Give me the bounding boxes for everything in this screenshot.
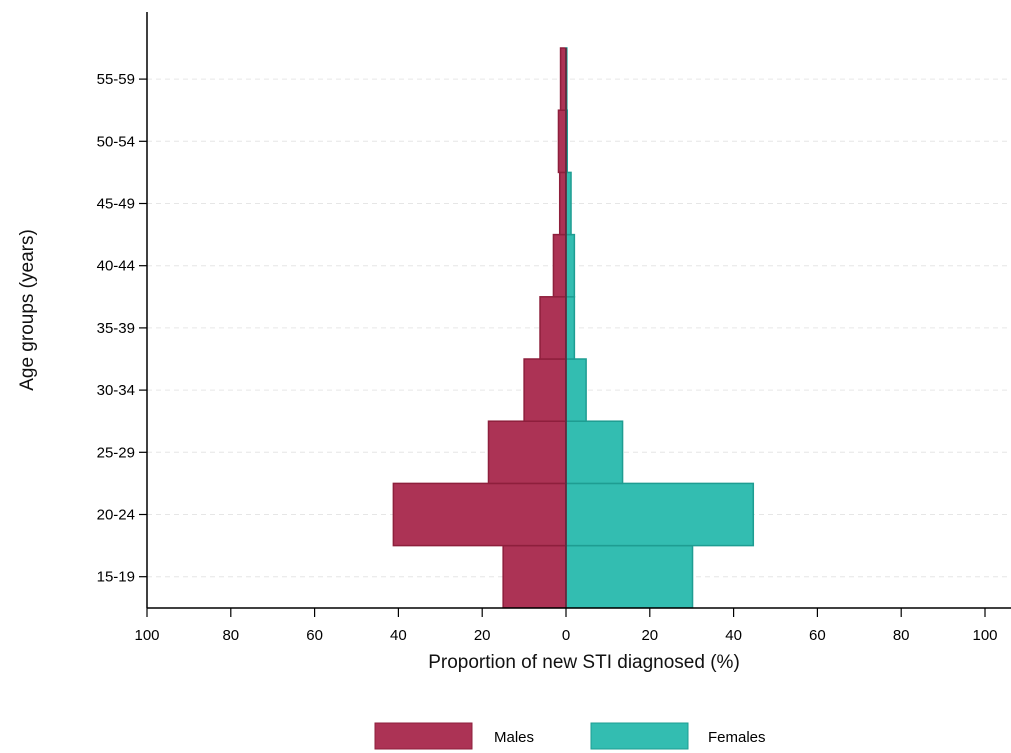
bar-males-20-24 [392,482,567,547]
x-tick-label: 40 [390,627,407,644]
axes [146,12,1011,609]
y-tick-label: 45-49 [97,196,135,213]
bar-males-15-19 [502,544,567,609]
legend: Males Females [374,722,766,750]
y-tick-label: 40-44 [97,258,135,275]
bar-males-45-49 [558,171,567,236]
x-tick-label: 0 [562,627,570,644]
x-tick-label: 20 [474,627,491,644]
bar-females-40-44 [565,233,576,298]
x-tick-label: 80 [222,627,239,644]
bar-females-30-34 [565,358,587,422]
bar-males-50-54 [557,109,567,174]
x-axis-title: Proportion of new STI diagnosed (%) [428,652,740,673]
bar-males-35-39 [539,296,567,360]
x-ticks: 100 80 60 40 20 0 20 40 60 80 100 [134,608,998,644]
bar-males-25-29 [487,420,567,485]
y-tick-label: 35-39 [97,320,135,337]
legend-label-females: Females [708,729,766,746]
y-tick-label: 55-59 [97,71,135,88]
bar-males-40-44 [552,233,567,298]
y-axis-title: Age groups (years) [17,229,38,391]
bar-females-25-29 [565,420,624,485]
x-tick-label: 80 [893,627,910,644]
x-tick-label: 100 [972,627,997,644]
bar-females-20-24 [565,482,755,547]
x-tick-label: 20 [641,627,658,644]
legend-swatch-males [374,722,473,750]
y-tick-label: 25-29 [97,444,135,461]
legend-label-males: Males [494,729,534,746]
y-tick-label: 15-19 [97,569,135,586]
gridlines [147,78,1011,578]
bar-females-35-39 [565,296,576,360]
bar-males-55-59 [559,47,567,111]
y-tick-label: 50-54 [97,133,135,150]
legend-swatch-females [590,722,689,750]
bar-males-30-34 [523,358,567,422]
x-tick-label: 40 [725,627,742,644]
x-tick-label: 100 [134,627,159,644]
y-ticks: 15-19 20-24 25-29 30-34 35-39 40-44 45-49 50-54… [97,71,147,586]
y-tick-label: 20-24 [97,507,135,524]
bar-females-15-19 [565,544,694,609]
y-tick-label: 30-34 [97,382,135,399]
x-tick-label: 60 [306,627,323,644]
bars [392,47,755,609]
x-tick-label: 60 [809,627,826,644]
bar-females-45-49 [565,171,572,236]
